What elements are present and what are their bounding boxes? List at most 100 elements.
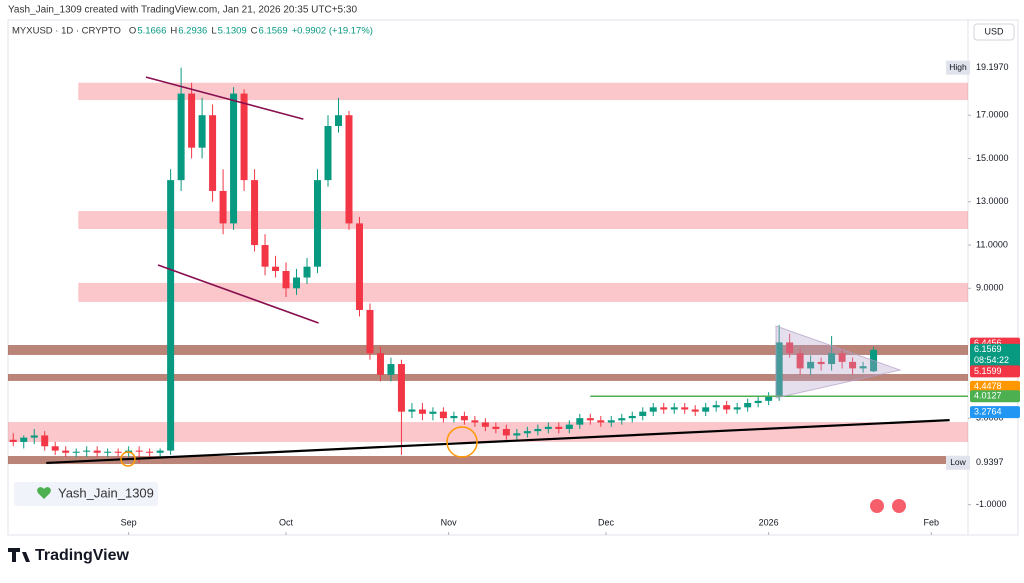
zone (8, 456, 968, 465)
candle-body (429, 411, 437, 414)
candle-body (93, 450, 101, 453)
candle-body (51, 446, 59, 451)
candle-body (282, 271, 290, 289)
watermark-box (14, 482, 158, 506)
price-label-box (970, 390, 1020, 403)
low-marker-label: Low (950, 457, 966, 467)
candle-body (733, 407, 741, 410)
candle-body (807, 361, 815, 369)
candle-body (765, 396, 773, 401)
price-label: 6.1569 (974, 344, 1002, 354)
candle-body (198, 115, 206, 148)
candle-body (471, 420, 479, 423)
candle-body (681, 407, 689, 410)
currency-button[interactable] (973, 23, 1015, 41)
candle-body (649, 407, 657, 412)
y-tick-label: -1.0000 (976, 499, 1007, 509)
candle-body (597, 420, 605, 423)
candle-body (251, 180, 259, 246)
triangle-pattern (775, 325, 902, 399)
currency[interactable]: USD (984, 26, 1004, 36)
symbol: MYXUSD · 1D · CRYPTO (12, 26, 121, 37)
candle-body (723, 405, 731, 410)
ohlc-value: 5.1309 (218, 26, 247, 37)
ohlc-key: C (251, 26, 258, 37)
trend-line (145, 76, 304, 120)
trend-line (157, 264, 319, 324)
heart-icon (37, 487, 51, 499)
candle-body (209, 115, 217, 191)
candle-body (502, 428, 510, 436)
candle-body (167, 180, 175, 451)
candle-body (303, 266, 311, 278)
candle-body (324, 126, 332, 181)
y-tick-label: 17.0000 (976, 110, 1009, 120)
price-label: 5.1599 (974, 366, 1002, 376)
candle-body (177, 93, 185, 181)
ohlc-value: 5.1666 (137, 26, 166, 37)
zone (8, 422, 968, 442)
candle-body (439, 411, 447, 419)
candle-body (219, 190, 227, 224)
candle-body (334, 115, 342, 127)
candle-body (702, 407, 710, 412)
candle-body (20, 437, 28, 442)
high-marker-label: High (949, 62, 967, 72)
zone (78, 82, 968, 101)
candle-body (817, 361, 825, 365)
zone (78, 282, 968, 302)
candle-body (72, 451, 80, 453)
credit: Yash_Jain_1309 created with TradingView.… (8, 5, 357, 16)
candle-body (83, 450, 91, 452)
price-label-box (970, 380, 1020, 393)
price-label: 4.4478 (974, 381, 1002, 391)
candle-body (450, 415, 458, 419)
candle-body (628, 415, 636, 419)
event-icon[interactable] (870, 499, 884, 513)
candle-body (314, 180, 322, 267)
x-tick-label: Sep (121, 517, 137, 527)
candle-body (660, 407, 668, 410)
x-tick-label: 2026 (759, 517, 779, 527)
candle-body (261, 245, 269, 267)
candle-body (618, 418, 626, 421)
candle-body (754, 400, 762, 404)
highlight-circle (120, 451, 136, 467)
candle-body (41, 435, 49, 447)
candle-body (639, 411, 647, 416)
candle-body (30, 435, 38, 438)
candle-body (744, 403, 752, 408)
candle-body (492, 426, 500, 429)
candle-body (376, 353, 384, 375)
candle-body (156, 450, 164, 453)
zone (78, 211, 968, 230)
candle-body (544, 426, 552, 429)
candle-body (565, 424, 573, 429)
x-tick-label: Nov (441, 517, 458, 527)
ohlc-key: O (129, 26, 136, 37)
candle-body (586, 418, 594, 421)
candle-body (775, 342, 783, 397)
candle-body (408, 409, 416, 412)
candle-body (188, 93, 196, 148)
y-tick-label: 15.0000 (976, 153, 1009, 163)
highlight-circle (446, 426, 478, 458)
candle-body (460, 415, 468, 421)
candle-body (345, 115, 353, 224)
candle-body (534, 428, 542, 432)
candle-body (670, 407, 678, 410)
plot-layer (8, 67, 971, 535)
ohlc-value: 6.1569 (259, 26, 288, 37)
candle-body (828, 353, 836, 365)
ohlc-value: 6.2936 (178, 26, 207, 37)
candle-body (397, 364, 405, 412)
x-tick-label: Dec (598, 517, 615, 527)
candle-body (849, 361, 857, 369)
candle-body (555, 426, 563, 429)
candle-body (691, 409, 699, 412)
price-label: 3.2764 (974, 407, 1002, 417)
candle-body (114, 451, 122, 453)
event-icon[interactable] (892, 499, 906, 513)
price-label-box (970, 365, 1020, 378)
